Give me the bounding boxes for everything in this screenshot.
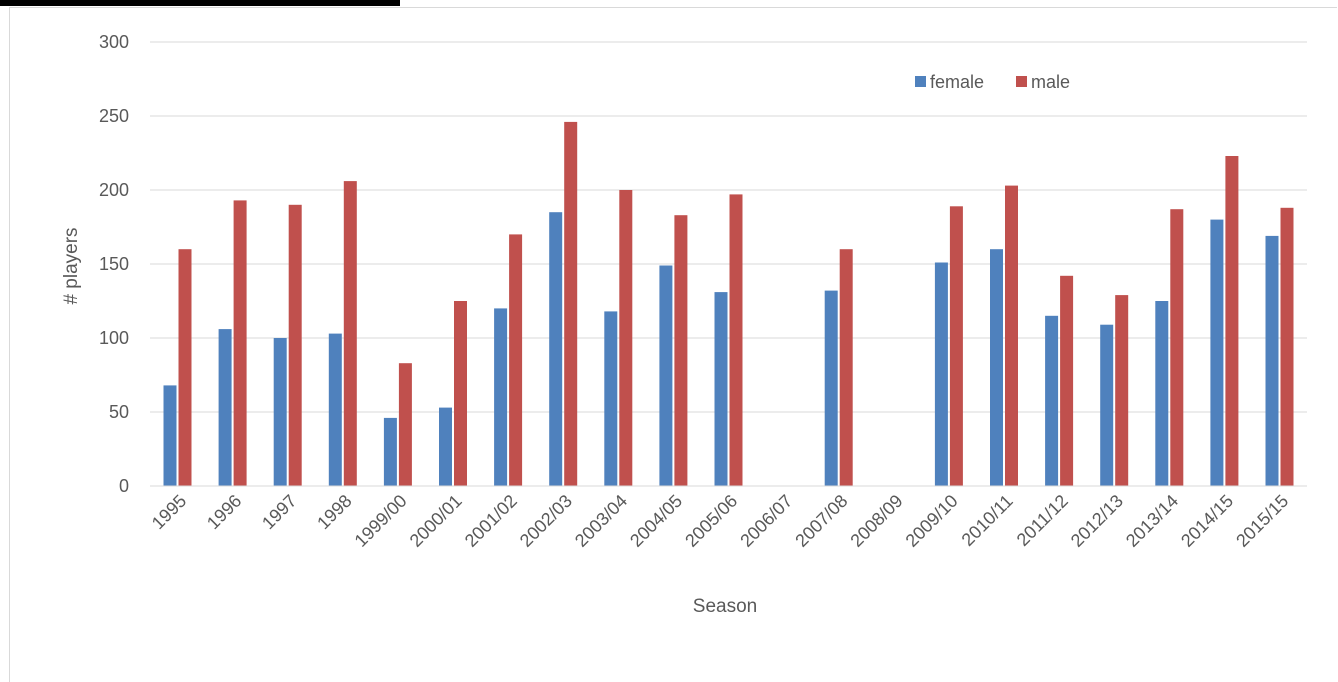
x-tick-label: 2001/02	[461, 491, 521, 551]
bars	[163, 121, 1294, 487]
bar-female-1997	[273, 338, 287, 486]
bar-female-2009-10	[934, 262, 948, 486]
bar-male-2002-03	[564, 121, 578, 487]
y-tick-label: 200	[99, 180, 129, 200]
bar-male-2005-06	[729, 194, 743, 486]
bar-female-1998	[328, 333, 342, 486]
bar-male-1998	[343, 181, 357, 486]
bar-male-2007-08	[839, 249, 853, 486]
y-tick-label: 250	[99, 106, 129, 126]
bar-male-2012-13	[1115, 295, 1129, 486]
x-tick-label: 1995	[148, 491, 190, 533]
bar-male-1999-00	[398, 363, 412, 486]
x-tick-label: 2013/14	[1122, 491, 1182, 551]
bar-female-1999-00	[383, 417, 397, 486]
bar-male-2013-14	[1170, 209, 1184, 486]
bar-male-2011-12	[1060, 275, 1074, 486]
y-tick-labels: 0 50 100 150 200 250 300	[99, 32, 129, 496]
x-tick-label: 2006/07	[736, 491, 796, 551]
bar-male-2004-05	[674, 215, 688, 486]
bar-male-2001-02	[509, 234, 523, 486]
legend-label-female: female	[930, 72, 984, 92]
bar-male-2000-01	[454, 301, 467, 486]
bar-female-2014-15	[1210, 219, 1224, 486]
x-tick-label: 2009/10	[902, 491, 962, 551]
bar-male-1997	[288, 204, 302, 487]
bar-male-2009-10	[949, 206, 963, 487]
bar-female-2000-01	[439, 407, 452, 486]
cropped-title-strip	[0, 0, 420, 8]
bar-female-2001-02	[494, 308, 508, 486]
x-tick-label: 2010/11	[958, 491, 1017, 550]
x-tick-label: 2000/01	[406, 491, 466, 551]
x-tick-label: 2007/08	[791, 491, 851, 551]
x-tick-label: 2005/06	[681, 491, 741, 551]
x-tick-label: 1996	[203, 491, 245, 533]
bar-female-1996	[218, 329, 232, 486]
x-tick-label: 1997	[258, 491, 300, 533]
y-tick-label: 50	[109, 402, 129, 422]
legend: female male	[915, 72, 1070, 92]
x-tick-label: 2011/12	[1013, 491, 1072, 550]
x-tick-label: 2004/05	[626, 491, 686, 551]
bar-male-1996	[233, 200, 247, 486]
bar-female-2015-15	[1265, 235, 1279, 486]
x-tick-label: 2003/04	[571, 491, 631, 551]
bar-female-2005-06	[714, 292, 728, 486]
chart-area-border	[9, 7, 1337, 682]
bar-male-2010-11	[1005, 185, 1018, 486]
legend-swatch-female	[915, 76, 926, 87]
bar-female-2010-11	[990, 249, 1003, 486]
bar-male-2015-15	[1280, 207, 1294, 487]
bar-female-2013-14	[1155, 301, 1169, 486]
y-tick-label: 150	[99, 254, 129, 274]
cropped-title-fragment	[0, 0, 400, 6]
gridlines	[150, 41, 1307, 413]
x-tick-label: 2014/15	[1177, 491, 1237, 551]
x-tick-label: 2012/13	[1067, 491, 1127, 551]
x-tick-label: 1999/00	[351, 491, 411, 551]
x-axis-label: Season	[693, 596, 757, 617]
bar-female-2002-03	[549, 212, 563, 486]
bar-female-1995	[163, 385, 177, 486]
x-tick-label: 2002/03	[516, 491, 576, 551]
x-tick-labels: 1995 1996 1997 19981999/002000/012001/02200…	[148, 491, 1292, 551]
bar-male-1995	[178, 249, 192, 486]
bar-female-2012-13	[1100, 324, 1114, 486]
y-tick-label: 100	[99, 328, 129, 348]
y-tick-label: 0	[119, 476, 129, 496]
bar-female-2003-04	[604, 311, 618, 486]
bar-male-2003-04	[619, 190, 633, 486]
legend-swatch-male	[1016, 76, 1027, 87]
x-tick-label: 1998	[313, 491, 355, 533]
legend-label-male: male	[1031, 72, 1070, 92]
bar-female-2011-12	[1045, 315, 1059, 486]
y-tick-label: 300	[99, 32, 129, 52]
bar-male-2014-15	[1225, 156, 1239, 486]
y-axis-label: # players	[61, 227, 82, 304]
x-tick-label: 2015/15	[1232, 491, 1292, 551]
x-tick-label: 2008/09	[846, 491, 906, 551]
bar-female-2004-05	[659, 265, 673, 486]
bar-female-2007-08	[824, 290, 838, 486]
